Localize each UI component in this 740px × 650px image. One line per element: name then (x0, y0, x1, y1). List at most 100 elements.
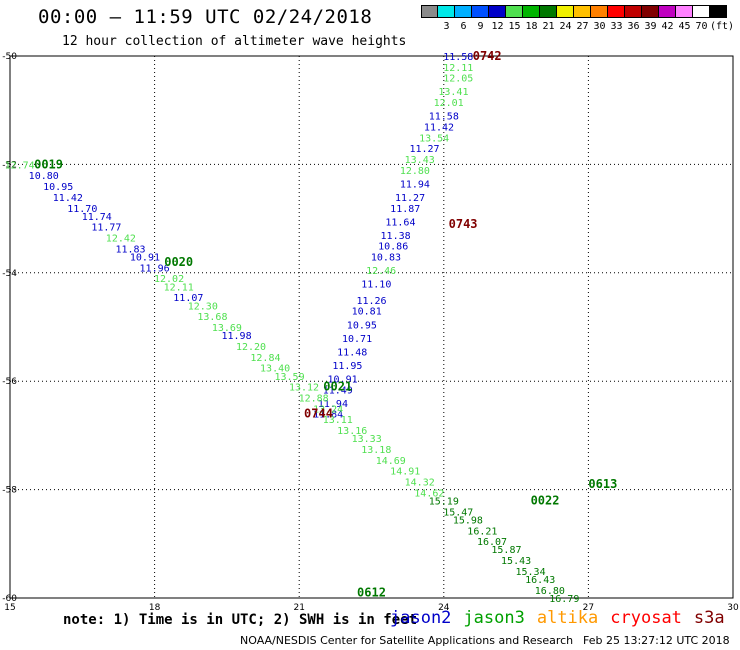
wave-height-value: 11.87 (390, 204, 420, 215)
colorbar-label: (ft) (710, 21, 735, 32)
wave-height-value: 11.70 (67, 204, 97, 215)
colorbar-swatch (591, 5, 608, 18)
wave-height-value: 13.11 (323, 415, 353, 426)
colorbar-swatch (455, 5, 472, 18)
wave-height-value: 12.74 (5, 160, 35, 171)
wave-height-value: 11.38 (381, 231, 411, 242)
colorbar-swatch (642, 5, 659, 18)
wave-height-value: 13.33 (352, 434, 382, 445)
wave-height-value: 11.26 (356, 296, 386, 307)
colorbar-label: 36 (627, 21, 640, 32)
wave-height-value: 15.87 (491, 545, 521, 556)
colorbar-swatch (710, 5, 727, 18)
satellite-legend: jason2 jason3 altika cryosat s3a (390, 608, 737, 628)
colorbar-label: 42 (661, 21, 674, 32)
colorbar-swatch (421, 5, 438, 18)
satellite-name: cryosat (610, 608, 682, 628)
colorbar-label: 6 (460, 21, 467, 32)
x-tick-label: 15 (4, 603, 15, 613)
wave-height-value: 11.58 (443, 52, 473, 63)
y-tick-label: -50 (2, 52, 17, 62)
wave-height-value: 10.81 (352, 307, 382, 318)
colorbar-label: 21 (542, 21, 555, 32)
x-tick-label: 27 (583, 603, 594, 613)
wave-height-value: 11.74 (82, 212, 112, 223)
y-tick-label: -54 (2, 269, 17, 279)
colorbar-swatch (523, 5, 540, 18)
wave-height-value: 10.86 (378, 242, 408, 253)
y-tick-label: -52 (2, 160, 17, 170)
wave-height-value: 12.88 (299, 393, 329, 404)
colorbar-label: 39 (644, 21, 657, 32)
wave-height-value: 15.43 (501, 556, 531, 567)
wave-height-value: 11.83 (115, 244, 145, 255)
wave-height-value: 11.58 (429, 112, 459, 123)
colorbar-swatch (659, 5, 676, 18)
colorbar-swatch (506, 5, 523, 18)
colorbar-swatch (625, 5, 642, 18)
wave-height-value: 16.80 (535, 586, 565, 597)
wave-height-value: 10.83 (371, 253, 401, 264)
wave-height-value: 13.59 (275, 372, 305, 383)
track-time-label: 0612 (357, 586, 386, 600)
wave-height-value: 15.47 (443, 507, 473, 518)
wave-height-value: 14.69 (376, 456, 406, 467)
wave-height-value: 11.94 (318, 399, 348, 410)
colorbar-label: 9 (477, 21, 484, 32)
colorbar-label: 15 (508, 21, 521, 32)
colorbar-label: 70 (695, 21, 708, 32)
wave-height-value: 11.10 (361, 280, 391, 291)
satellite-name: jason2 (390, 608, 452, 628)
wave-height-value: 12.02 (154, 274, 184, 285)
wave-height-value: 16.21 (467, 526, 497, 537)
wave-height-value: 14.62 (414, 488, 444, 499)
wave-height-value: 11.95 (332, 361, 362, 372)
wave-height-value: 11.42 (53, 193, 83, 204)
colorbar-label: 12 (491, 21, 504, 32)
wave-height-value: 11.64 (385, 217, 415, 228)
y-tick-label: -58 (2, 486, 17, 496)
colorbar-swatch (676, 5, 693, 18)
colorbar-label: 24 (559, 21, 572, 32)
x-tick-label: 21 (293, 603, 304, 613)
wave-height-value: 15.98 (453, 515, 483, 526)
plot-frame (9, 55, 734, 599)
wave-height-value: 12.20 (236, 342, 266, 353)
track-time-label: 0021 (323, 380, 352, 394)
wave-height-value: 11.48 (337, 347, 367, 358)
wave-height-value: 12.11 (443, 63, 473, 74)
track-time-label: 0744 (304, 407, 333, 421)
wave-height-value: 13.41 (438, 87, 468, 98)
y-tick-label: -56 (2, 377, 17, 387)
satellite-name: jason3 (463, 608, 525, 628)
wave-height-value: 13.18 (361, 445, 391, 456)
wave-height-value: 11.07 (173, 293, 203, 304)
wave-height-value: 11.77 (91, 223, 121, 234)
wave-height-value: 11.42 (424, 122, 454, 133)
track-time-label: 0742 (473, 49, 502, 63)
colorbar-label: 30 (593, 21, 606, 32)
x-tick-label: 30 (727, 603, 739, 613)
colorbar-label: 33 (610, 21, 623, 32)
colorbar-label: 27 (576, 21, 589, 32)
footer-note: note: 1) Time is in UTC; 2) SWH is in fe… (63, 612, 418, 628)
wave-height-value: 10.71 (342, 334, 372, 345)
wave-height-colorbar (421, 5, 727, 18)
colorbar-swatch (472, 5, 489, 18)
colorbar-swatch (608, 5, 625, 18)
credit-line: NOAA/NESDIS Center for Satellite Applica… (240, 634, 574, 647)
wave-height-value: 11.94 (400, 179, 430, 190)
colorbar-labels: 3 6 9 12 15 18 21 24 27 30 33 36 39 42 45 70 (ft) (421, 21, 735, 32)
colorbar-swatch (438, 5, 455, 18)
wave-height-value: 10.91 (328, 374, 358, 385)
wave-height-value: 16.79 (549, 594, 579, 605)
track-time-label: 0019 (34, 157, 63, 171)
track-time-label: 0020 (164, 255, 193, 269)
wave-height-value: 13.54 (419, 133, 449, 144)
wave-height-value: 12.80 (400, 166, 430, 177)
wave-height-value: 10.95 (347, 320, 377, 331)
wave-height-value: 11.98 (221, 331, 251, 342)
wave-height-value: 13.69 (212, 323, 242, 334)
x-tick-label: 18 (149, 603, 161, 613)
